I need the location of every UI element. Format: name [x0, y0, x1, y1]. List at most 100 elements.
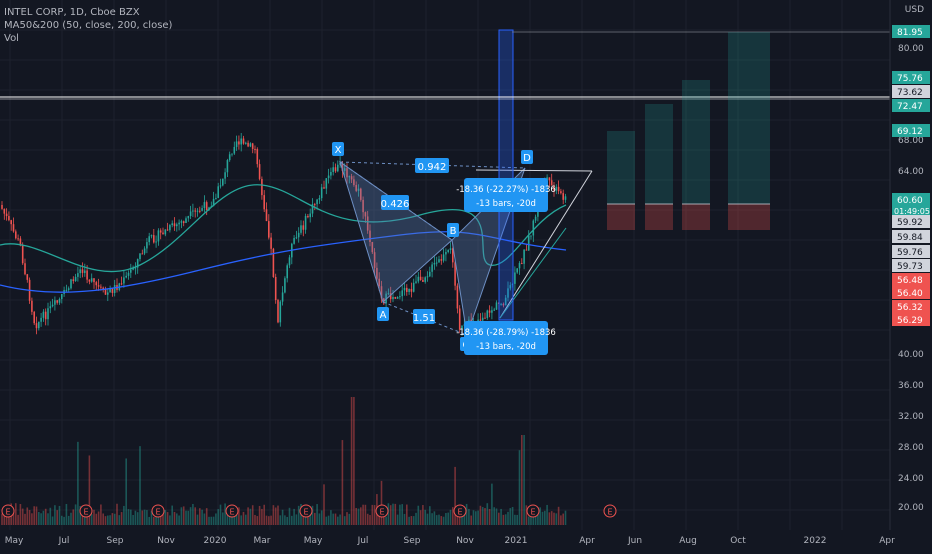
volume-bar — [141, 510, 144, 525]
candle-body — [54, 300, 56, 305]
volume-bar — [343, 516, 346, 525]
pattern-ratio-label: 0.942 — [418, 162, 447, 173]
candle-body — [274, 276, 277, 301]
earnings-marker-label: E — [457, 508, 462, 517]
price-badge-label: 59.76 — [897, 248, 923, 258]
candle-body — [258, 164, 261, 179]
candle-body — [42, 311, 45, 318]
volume-bar — [530, 514, 532, 525]
volume-bar — [429, 506, 431, 525]
candle-body — [139, 253, 141, 260]
volume-bar — [127, 509, 130, 525]
candle-body — [376, 267, 378, 279]
candle-body — [557, 186, 560, 192]
volume-bar — [31, 513, 33, 525]
price-badge — [892, 300, 930, 313]
candle-body — [141, 253, 144, 255]
candle-body — [222, 178, 224, 186]
candle-body — [334, 167, 337, 172]
volume-bar — [97, 511, 100, 525]
volume-bar — [166, 512, 169, 525]
date-range-highlight — [498, 29, 514, 321]
price-badge-label: 60.60 — [897, 196, 923, 206]
volume-bar — [364, 504, 367, 525]
candle-body — [12, 224, 15, 232]
price-badge — [892, 245, 930, 258]
candle-body — [47, 308, 49, 320]
volume-bar — [297, 505, 300, 525]
candle-body — [233, 146, 236, 154]
volume-bar — [38, 511, 40, 525]
earnings-marker-label: E — [155, 508, 160, 517]
candle-body — [424, 277, 426, 282]
stop-zone — [682, 204, 710, 230]
candle-body — [534, 216, 537, 221]
candle-body — [176, 224, 178, 227]
price-badge-label: 56.40 — [897, 289, 923, 299]
volume-bar — [79, 505, 81, 525]
candle-body — [19, 238, 22, 246]
volume-bar — [412, 516, 415, 525]
volume-bar — [245, 514, 247, 525]
volume-bar — [176, 513, 178, 525]
volume-bar — [125, 458, 127, 525]
volume-bar — [557, 506, 560, 525]
volume-bar — [518, 450, 521, 525]
candle-body — [159, 230, 162, 233]
price-badge-label: 59.73 — [897, 262, 923, 272]
price-badge-sublabel: 01:49:05 — [894, 207, 930, 216]
candle-body — [546, 177, 548, 180]
candle-body — [318, 198, 321, 200]
volume-bar — [456, 509, 459, 525]
candle-body — [348, 176, 351, 178]
candle-body — [8, 216, 10, 221]
candle-body — [10, 220, 12, 225]
candle-body — [185, 218, 187, 224]
x-tick-label: May — [5, 536, 24, 546]
volume-bar — [203, 513, 206, 525]
candle-body — [242, 138, 245, 144]
candle-body — [166, 229, 169, 231]
candle-body — [199, 210, 201, 212]
volume-bar — [61, 515, 63, 525]
volume-bar — [219, 504, 222, 525]
price-badge — [892, 273, 930, 286]
candle-body — [279, 301, 282, 323]
candle-body — [272, 248, 275, 277]
volume-bar — [5, 515, 8, 525]
volume-bar — [481, 506, 484, 525]
volume-bar — [461, 515, 463, 525]
candle-body — [134, 267, 137, 269]
candle-body — [532, 220, 535, 236]
candle-body — [325, 178, 328, 189]
candle-body — [355, 185, 357, 191]
volume-bar — [44, 508, 47, 525]
price-badge-label: 56.32 — [897, 303, 923, 313]
candle-body — [235, 141, 238, 147]
volume-bar — [452, 507, 454, 525]
x-tick-label: Apr — [579, 536, 595, 546]
volume-bar — [477, 510, 479, 525]
volume-bar — [334, 513, 337, 525]
volume-bar — [371, 504, 374, 525]
volume-bar — [56, 510, 58, 525]
volume-bar — [256, 516, 259, 525]
volume-bar — [498, 512, 500, 525]
volume-bar — [410, 516, 413, 525]
pattern-point-label: B — [450, 226, 457, 237]
x-tick-label: 2021 — [505, 536, 528, 546]
candle-body — [194, 210, 196, 212]
candle-body — [320, 187, 323, 199]
candles — [1, 133, 567, 336]
candle-body — [26, 274, 29, 280]
candle-body — [224, 172, 226, 179]
volume-bar — [293, 508, 295, 525]
candle-body — [323, 187, 325, 189]
volume-bar — [320, 510, 323, 525]
candle-body — [249, 143, 252, 147]
volume-bar — [550, 511, 553, 525]
candle-body — [100, 286, 102, 288]
candle-body — [261, 178, 263, 196]
